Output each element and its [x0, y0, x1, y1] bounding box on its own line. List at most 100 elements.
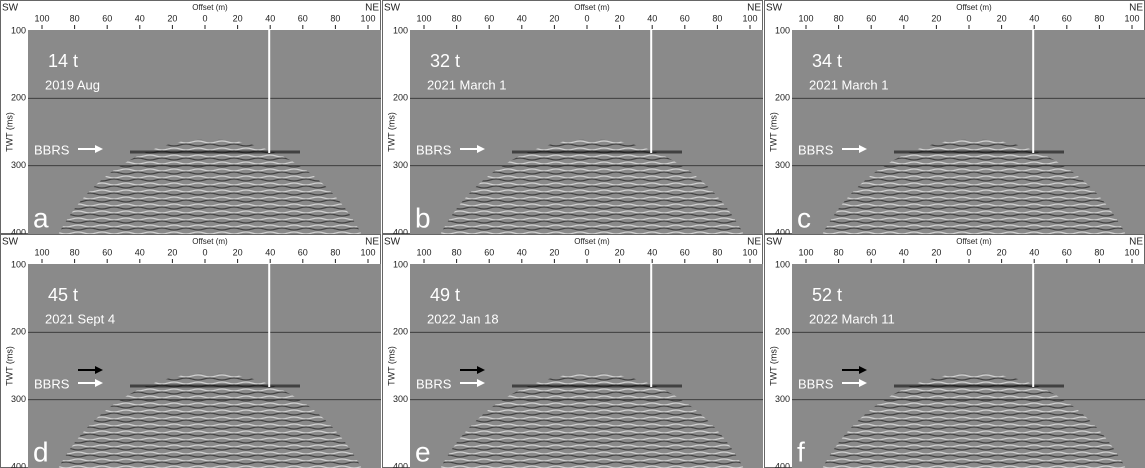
y-tick-label: 100 [775, 259, 790, 269]
y-tick-label: 200 [775, 93, 790, 103]
x-tick-label: 100 [34, 13, 49, 23]
y-tick-label: 400 [11, 461, 26, 468]
x-tick-label: 80 [1094, 247, 1104, 257]
x-tick-label: 80 [834, 247, 844, 257]
panel-letter: a [33, 202, 49, 233]
y-tick-label: 400 [393, 461, 408, 468]
x-tick-label: 20 [997, 247, 1007, 257]
x-tick-label: 20 [549, 13, 559, 23]
y-tick-label: 300 [11, 160, 26, 170]
panel-letter: f [797, 436, 805, 467]
x-tick-label: 40 [135, 247, 145, 257]
amount: 14 t [48, 51, 78, 71]
x-tick-label: 40 [265, 13, 275, 23]
x-tick-label: 100 [360, 247, 375, 257]
right-direction: NE [365, 237, 379, 248]
x-tick-label: 60 [1062, 13, 1072, 23]
x-tick-label: 20 [615, 247, 625, 257]
x-tick-label: 20 [549, 247, 559, 257]
x-axis-label: Offset (m) [192, 237, 228, 246]
x-tick-label: 60 [484, 13, 494, 23]
left-direction: SW [766, 237, 783, 248]
y-tick-label: 100 [11, 25, 26, 35]
y-tick-label: 100 [11, 259, 26, 269]
y-axis-label: TWT (ms) [4, 346, 14, 386]
panel-letter: e [415, 436, 431, 467]
y-tick-label: 200 [393, 93, 408, 103]
marker-label: BBRS [34, 376, 70, 391]
date: 2019 Aug [45, 77, 100, 92]
x-tick-label: 60 [298, 247, 308, 257]
right-direction: NE [1129, 3, 1143, 14]
x-tick-label: 80 [330, 247, 340, 257]
x-tick-label: 40 [899, 13, 909, 23]
x-tick-label: 80 [834, 13, 844, 23]
x-tick-label: 80 [70, 13, 80, 23]
right-direction: NE [365, 3, 379, 14]
x-axis-label: Offset (m) [956, 237, 992, 246]
y-tick-label: 300 [393, 160, 408, 170]
panel: 100200300400TWT (ms)10080604020020406080… [1, 1, 382, 238]
y-axis-label: TWT (ms) [4, 112, 14, 152]
right-direction: NE [1129, 237, 1143, 248]
x-tick-label: 20 [167, 13, 177, 23]
y-tick-label: 100 [393, 25, 408, 35]
panel-letter: b [415, 202, 431, 233]
panel-letter: d [33, 436, 49, 467]
y-tick-label: 400 [775, 461, 790, 468]
x-tick-label: 80 [712, 13, 722, 23]
amount: 34 t [812, 51, 842, 71]
y-axis-label: TWT (ms) [768, 112, 778, 152]
x-tick-label: 60 [680, 13, 690, 23]
x-tick-label: 40 [265, 247, 275, 257]
left-direction: SW [2, 3, 19, 14]
x-axis-label: Offset (m) [574, 237, 610, 246]
x-tick-label: 0 [966, 13, 971, 23]
x-tick-label: 20 [233, 247, 243, 257]
x-tick-label: 40 [1029, 247, 1039, 257]
x-tick-label: 40 [517, 247, 527, 257]
x-tick-label: 100 [416, 247, 431, 257]
y-tick-label: 300 [393, 394, 408, 404]
amount: 32 t [430, 51, 460, 71]
x-tick-label: 100 [416, 13, 431, 23]
x-axis-label: Offset (m) [574, 3, 610, 12]
y-tick-label: 200 [11, 93, 26, 103]
x-tick-label: 100 [742, 247, 757, 257]
x-tick-label: 20 [233, 13, 243, 23]
y-tick-label: 300 [11, 394, 26, 404]
marker-label: BBRS [798, 376, 834, 391]
y-tick-label: 300 [775, 160, 790, 170]
x-tick-label: 40 [647, 247, 657, 257]
x-tick-label: 60 [866, 247, 876, 257]
y-tick-label: 200 [11, 327, 26, 337]
panel-letter: c [797, 202, 811, 233]
x-tick-label: 0 [584, 247, 589, 257]
left-direction: SW [766, 3, 783, 14]
date: 2021 March 1 [427, 77, 507, 92]
date: 2022 Jan 18 [427, 311, 499, 326]
x-axis-label: Offset (m) [956, 3, 992, 12]
amount: 49 t [430, 285, 460, 305]
x-tick-label: 40 [135, 13, 145, 23]
x-tick-label: 60 [298, 13, 308, 23]
x-tick-label: 100 [1124, 13, 1139, 23]
date: 2021 March 1 [809, 77, 889, 92]
y-axis-label: TWT (ms) [386, 112, 396, 152]
marker-label: BBRS [798, 142, 834, 157]
y-tick-label: 200 [393, 327, 408, 337]
panel: 100200300400TWT (ms)10080604020020406080… [383, 235, 764, 468]
x-tick-label: 0 [966, 247, 971, 257]
x-tick-label: 100 [742, 13, 757, 23]
date: 2021 Sept 4 [45, 311, 115, 326]
x-tick-label: 60 [866, 13, 876, 23]
x-tick-label: 40 [647, 13, 657, 23]
marker-label: BBRS [416, 142, 452, 157]
x-tick-label: 0 [202, 13, 207, 23]
x-tick-label: 0 [584, 13, 589, 23]
x-tick-label: 20 [615, 13, 625, 23]
